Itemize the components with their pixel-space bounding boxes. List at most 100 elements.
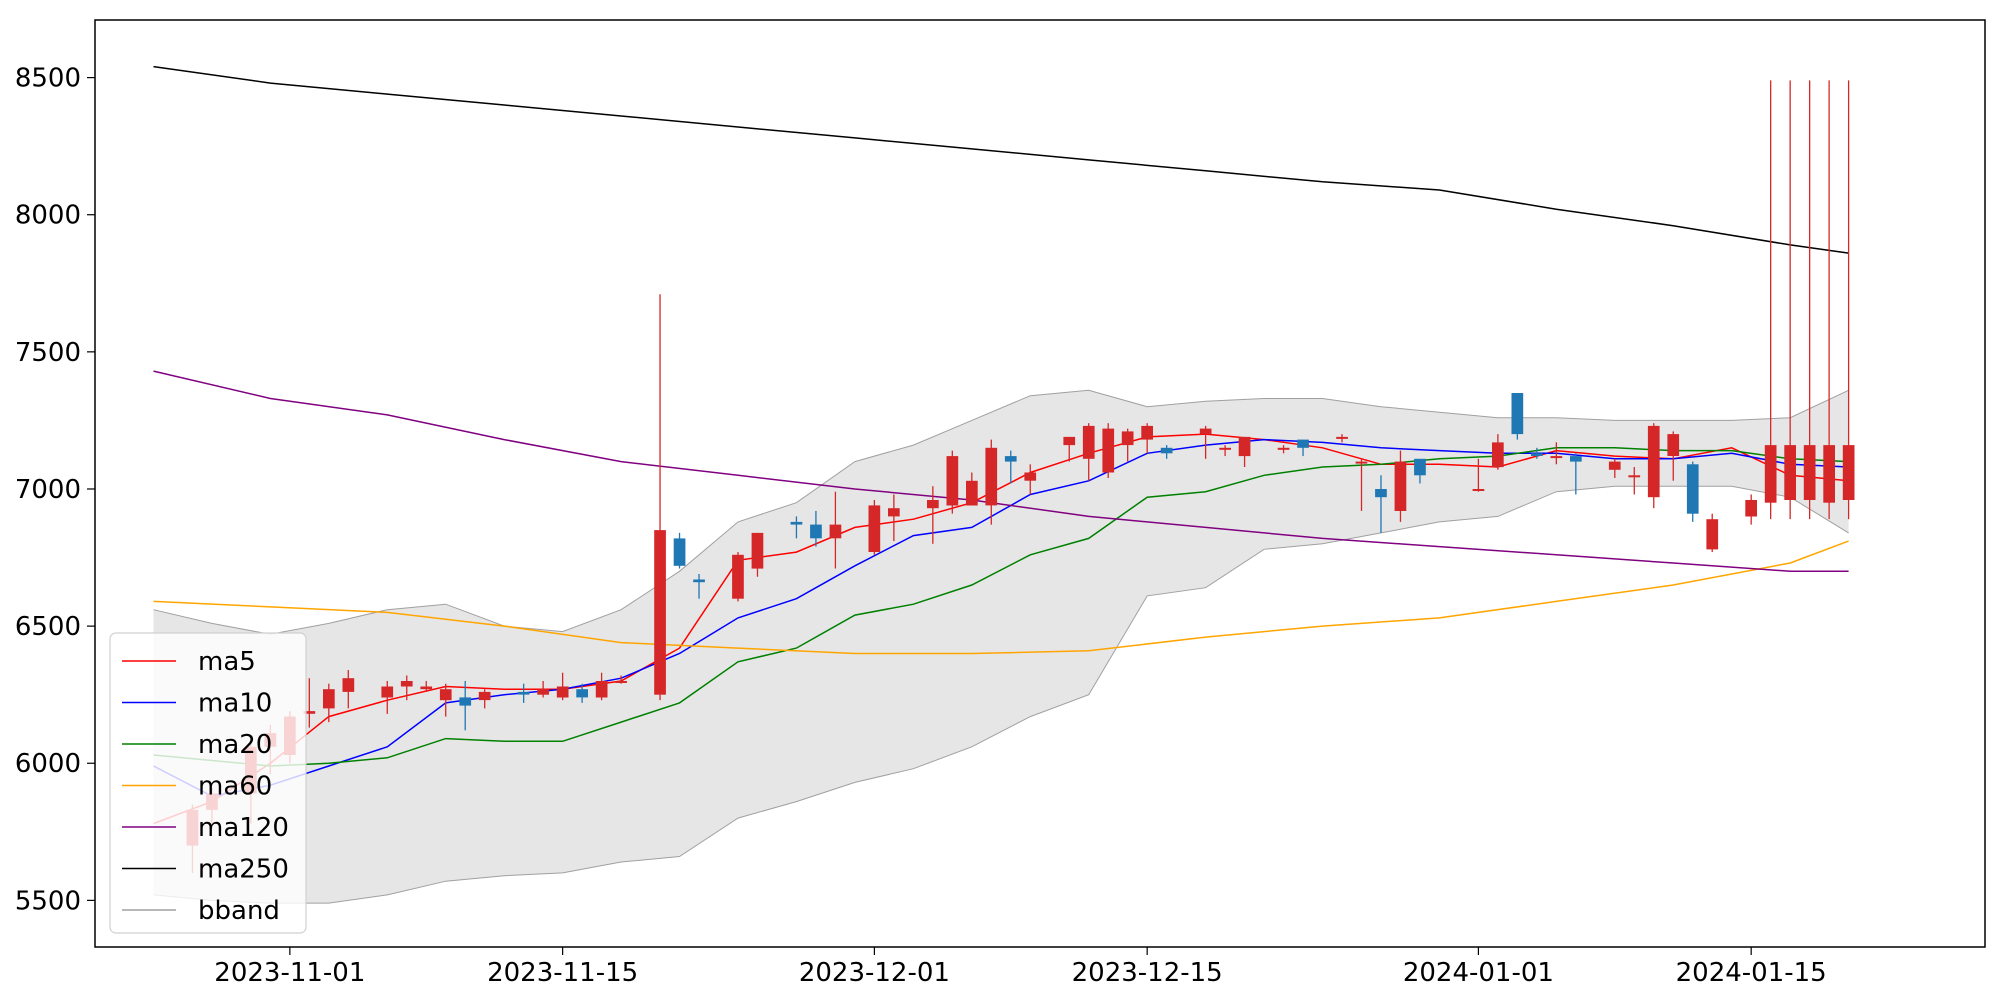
candle-body <box>654 530 666 695</box>
candle <box>673 532 686 569</box>
candle <box>1102 423 1115 479</box>
candle-body <box>1024 472 1037 481</box>
legend: ma5 ma10 ma20 ma60 ma120 ma250 bband <box>109 632 307 934</box>
bband-fill <box>153 390 1849 904</box>
candle <box>1492 434 1504 470</box>
candle <box>1472 458 1485 492</box>
y-tick-label: 8500 <box>15 64 81 94</box>
candle-body <box>693 579 705 583</box>
x-tick-label: 2024-01-15 <box>1676 958 1827 988</box>
candle <box>927 486 939 544</box>
candle-body <box>1803 445 1816 500</box>
plot-area-frame <box>94 19 1986 948</box>
legend-label: ma10 <box>198 689 272 719</box>
candle <box>1121 428 1134 462</box>
candle-body <box>1277 447 1290 450</box>
y-tick-label: 7000 <box>15 475 81 505</box>
candle <box>1764 80 1777 520</box>
candle <box>1803 80 1816 520</box>
candle-body <box>1297 439 1309 448</box>
candle <box>1608 458 1621 479</box>
candle-body <box>1394 461 1407 511</box>
candle <box>323 683 335 723</box>
y-tick-label: 7500 <box>15 338 81 368</box>
legend-box <box>109 632 307 934</box>
candle <box>400 675 413 701</box>
candle-body <box>985 447 998 506</box>
candle <box>868 499 881 555</box>
candle <box>1160 445 1173 459</box>
candle <box>654 294 666 701</box>
candle-body <box>790 521 803 525</box>
y-tick-label: 6500 <box>15 612 81 642</box>
candle <box>1784 80 1796 520</box>
candle <box>478 689 491 709</box>
candle <box>1394 450 1407 522</box>
candle-body <box>1628 475 1641 478</box>
candle-body <box>517 691 530 695</box>
bband-upper-line <box>153 389 1849 635</box>
candle <box>537 680 549 698</box>
legend-label: ma250 <box>198 855 289 885</box>
candle <box>556 672 569 701</box>
candle-body <box>1667 434 1680 456</box>
candle-body <box>1102 428 1115 473</box>
candle-body <box>1745 500 1757 517</box>
candle <box>829 491 842 569</box>
candle-body <box>1336 436 1348 439</box>
candle-body <box>946 456 959 506</box>
candle <box>1667 431 1680 481</box>
candle-body <box>439 689 452 701</box>
candle-body <box>673 538 686 566</box>
candle-body <box>1238 436 1251 457</box>
ma20-line <box>153 447 1849 767</box>
candle <box>1823 80 1835 520</box>
candle-body <box>1823 445 1835 503</box>
x-tick-label: 2023-11-15 <box>487 958 638 988</box>
y-axis: 5500 6000 6500 7000 7500 8000 8500 <box>15 64 95 916</box>
candle-body <box>732 554 744 599</box>
candle <box>790 516 803 539</box>
candle-body <box>1492 442 1504 468</box>
candle-body <box>1531 453 1543 456</box>
candle-body <box>1063 436 1076 446</box>
candle <box>517 683 530 703</box>
candle-body <box>1082 425 1095 459</box>
legend-label: ma120 <box>198 813 289 843</box>
candle <box>439 683 452 717</box>
candle <box>946 450 959 514</box>
candle <box>1082 423 1095 481</box>
x-tick-label: 2023-12-01 <box>799 958 950 988</box>
candle <box>1375 475 1387 533</box>
candle <box>1355 458 1368 511</box>
candle <box>615 675 627 684</box>
y-tick-label: 5500 <box>15 886 81 916</box>
x-tick-label: 2023-12-15 <box>1072 958 1223 988</box>
candle-body <box>810 524 822 539</box>
candle-body <box>1764 445 1777 503</box>
candle-body <box>1511 393 1524 435</box>
candle-body <box>1355 461 1368 464</box>
candle <box>1745 494 1757 525</box>
candle-body <box>556 686 569 698</box>
legend-label: bband <box>198 896 280 926</box>
candle <box>1686 461 1699 522</box>
ma5-line <box>153 433 1849 825</box>
candle <box>342 669 355 709</box>
candle-body <box>615 681 627 683</box>
candle-body <box>381 686 394 698</box>
candle-body <box>1608 461 1621 470</box>
candle-body <box>478 691 491 701</box>
y-tick-label: 6000 <box>15 749 81 779</box>
candle-body <box>1160 447 1173 454</box>
candle-body <box>829 524 842 539</box>
ma120-line <box>153 370 1849 573</box>
candle-body <box>1784 445 1796 500</box>
legend-label: ma20 <box>198 730 272 760</box>
candle-body <box>1550 456 1563 459</box>
candle <box>1141 423 1153 454</box>
candle-body <box>323 689 335 709</box>
candle-body <box>595 681 608 698</box>
candle <box>1004 450 1017 484</box>
